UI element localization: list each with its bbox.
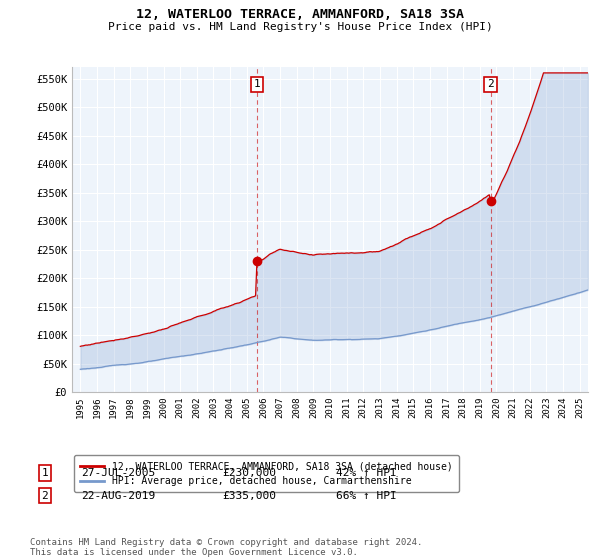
Text: £335,000: £335,000 xyxy=(222,491,276,501)
Text: 27-JUL-2005: 27-JUL-2005 xyxy=(81,468,155,478)
Text: 66% ↑ HPI: 66% ↑ HPI xyxy=(336,491,397,501)
Text: 2: 2 xyxy=(41,491,49,501)
Text: 12, WATERLOO TERRACE, AMMANFORD, SA18 3SA: 12, WATERLOO TERRACE, AMMANFORD, SA18 3S… xyxy=(136,8,464,21)
Text: Contains HM Land Registry data © Crown copyright and database right 2024.
This d: Contains HM Land Registry data © Crown c… xyxy=(30,538,422,557)
Text: 42% ↑ HPI: 42% ↑ HPI xyxy=(336,468,397,478)
Text: 22-AUG-2019: 22-AUG-2019 xyxy=(81,491,155,501)
Text: 1: 1 xyxy=(41,468,49,478)
Legend: 12, WATERLOO TERRACE, AMMANFORD, SA18 3SA (detached house), HPI: Average price, : 12, WATERLOO TERRACE, AMMANFORD, SA18 3S… xyxy=(74,455,459,492)
Text: 2: 2 xyxy=(487,80,494,89)
Text: 1: 1 xyxy=(254,80,260,89)
Text: Price paid vs. HM Land Registry's House Price Index (HPI): Price paid vs. HM Land Registry's House … xyxy=(107,22,493,32)
Text: £230,000: £230,000 xyxy=(222,468,276,478)
